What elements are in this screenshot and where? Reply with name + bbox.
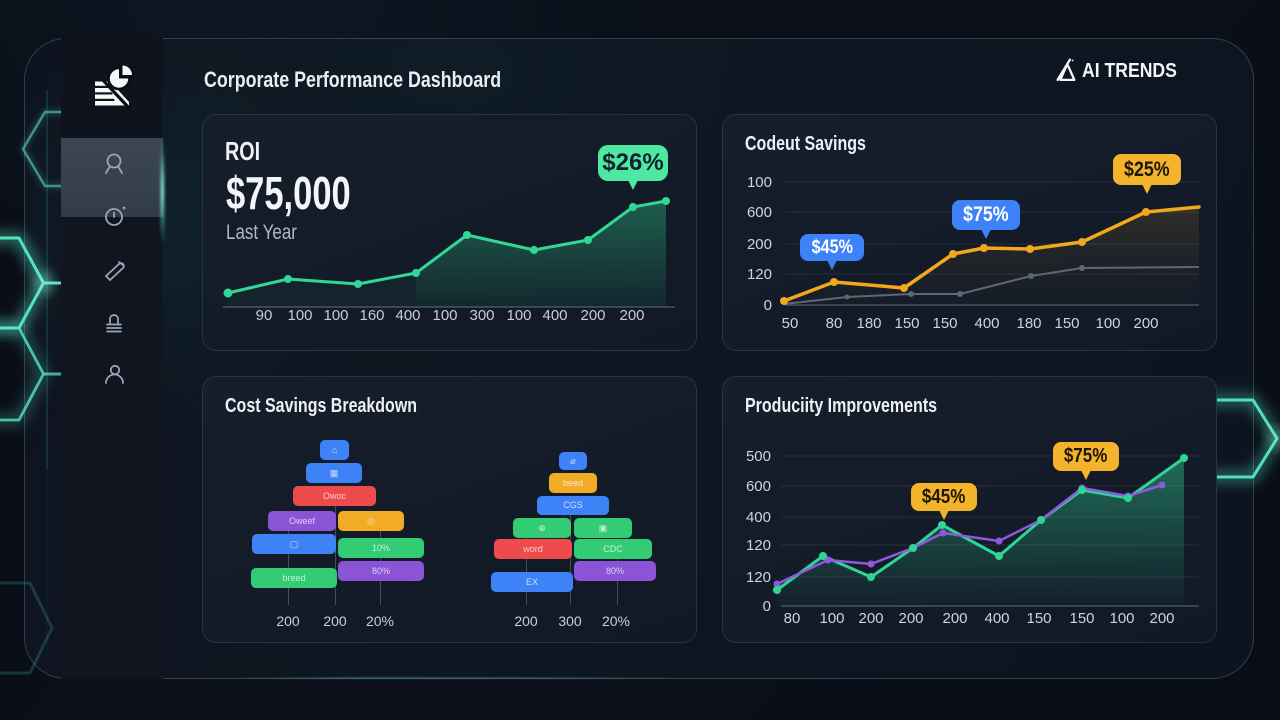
svg-text:200: 200: [942, 610, 967, 627]
svg-text:150: 150: [1069, 610, 1094, 627]
svg-text:400: 400: [984, 610, 1009, 627]
svg-text:200: 200: [619, 307, 644, 324]
svg-text:500: 500: [746, 448, 771, 465]
svg-text:80: 80: [784, 610, 801, 627]
svg-text:200: 200: [747, 236, 772, 253]
svg-text:180: 180: [856, 315, 881, 332]
svg-text:200: 200: [1149, 610, 1174, 627]
svg-text:120: 120: [746, 537, 771, 554]
svg-text:120: 120: [747, 266, 772, 283]
svg-text:400: 400: [746, 509, 771, 526]
svg-text:200: 200: [1133, 315, 1158, 332]
svg-text:100: 100: [1095, 315, 1120, 332]
svg-text:400: 400: [395, 307, 420, 324]
svg-text:160: 160: [359, 307, 384, 324]
svg-text:400: 400: [542, 307, 567, 324]
svg-text:80: 80: [826, 315, 843, 332]
svg-text:600: 600: [747, 204, 772, 221]
svg-text:100: 100: [506, 307, 531, 324]
svg-text:50: 50: [782, 315, 799, 332]
svg-text:100: 100: [432, 307, 457, 324]
svg-text:0: 0: [764, 297, 772, 314]
svg-text:150: 150: [1026, 610, 1051, 627]
svg-text:100: 100: [323, 307, 348, 324]
svg-text:120: 120: [746, 569, 771, 586]
svg-text:200: 200: [580, 307, 605, 324]
svg-text:90: 90: [256, 307, 273, 324]
svg-text:100: 100: [747, 174, 772, 191]
svg-text:100: 100: [819, 610, 844, 627]
svg-text:300: 300: [469, 307, 494, 324]
svg-text:150: 150: [894, 315, 919, 332]
svg-text:150: 150: [932, 315, 957, 332]
svg-text:150: 150: [1054, 315, 1079, 332]
svg-text:600: 600: [746, 478, 771, 495]
svg-text:0: 0: [763, 598, 771, 615]
svg-text:200: 200: [898, 610, 923, 627]
svg-text:180: 180: [1016, 315, 1041, 332]
svg-text:100: 100: [1109, 610, 1134, 627]
svg-text:100: 100: [287, 307, 312, 324]
svg-text:400: 400: [974, 315, 999, 332]
svg-text:200: 200: [858, 610, 883, 627]
